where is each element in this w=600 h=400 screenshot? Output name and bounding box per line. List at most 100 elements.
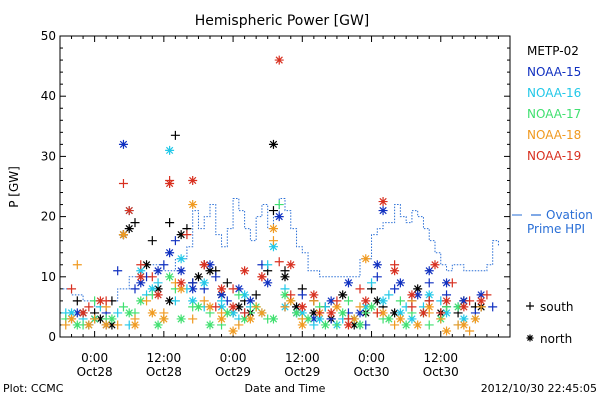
y-tick-label: 40: [41, 89, 56, 103]
north-marker: [217, 290, 227, 300]
south-marker: [130, 218, 140, 228]
south-marker: [170, 236, 180, 246]
data-markers: [61, 55, 534, 342]
north-marker: [67, 314, 77, 324]
south-marker: [297, 290, 307, 300]
south-marker: [274, 200, 284, 210]
x-tick-date-label: Oct28: [146, 365, 182, 379]
north-marker: [124, 206, 134, 216]
north-marker: [147, 284, 157, 294]
south-marker: [424, 296, 434, 306]
north-marker: [268, 314, 278, 324]
north-marker: [355, 320, 365, 330]
y-tick-label: 0: [48, 330, 56, 344]
south-marker: [170, 130, 180, 140]
south-marker: [118, 178, 128, 188]
south-marker: [309, 320, 319, 330]
north-marker: [355, 308, 365, 318]
south-marker: [136, 260, 146, 270]
north-marker: [476, 290, 486, 300]
north-marker: [459, 296, 469, 306]
south-marker: [142, 296, 152, 306]
north-marker: [303, 314, 313, 324]
north-marker: [245, 296, 255, 306]
north-marker: [378, 296, 388, 306]
north-marker: [384, 314, 394, 324]
south-marker: [199, 296, 209, 306]
south-marker: [153, 278, 163, 288]
x-tick-time-label: 12:00: [147, 351, 182, 365]
north-marker: [107, 320, 117, 330]
north-marker: [240, 314, 250, 324]
north-marker: [188, 284, 198, 294]
south-marker: [67, 284, 77, 294]
north-marker: [390, 266, 400, 276]
south-marker: [268, 236, 278, 246]
north-marker: [124, 308, 134, 318]
north-marker: [442, 326, 452, 336]
south-marker: [372, 272, 382, 282]
north-marker: [205, 260, 215, 270]
legend-entry: NOAA-15: [527, 65, 581, 79]
y-tick-label: 30: [41, 149, 56, 163]
north-marker: [309, 290, 319, 300]
north-marker: [136, 272, 146, 282]
south-marker: [240, 308, 250, 318]
north-marker: [413, 284, 423, 294]
south-marker: [165, 218, 175, 228]
legend: METP-02 NOAA-15 NOAA-16 NOAA-17 NOAA-18 NOAA-…: [512, 44, 593, 346]
y-tick-label: 10: [41, 270, 56, 284]
north-marker: [205, 320, 215, 330]
x-tick-time-label: 0:00: [81, 351, 108, 365]
north-marker: [234, 284, 244, 294]
north-marker: [274, 212, 284, 222]
marker-legend-north: north: [540, 332, 572, 346]
north-marker: [147, 308, 157, 318]
north-marker: [286, 260, 296, 270]
south-marker: [113, 308, 123, 318]
north-marker: [476, 296, 486, 306]
legend-entry: NOAA-16: [527, 86, 581, 100]
north-marker: [320, 320, 330, 330]
north-marker: [309, 314, 319, 324]
north-marker: [199, 278, 209, 288]
north-marker: [72, 320, 82, 330]
north-marker: [395, 314, 405, 324]
south-marker: [147, 272, 157, 282]
north-marker: [124, 224, 134, 234]
x-tick-date-label: Oct28: [77, 365, 113, 379]
x-tick-time-label: 0:00: [358, 351, 385, 365]
legend-entry: NOAA-19: [527, 149, 581, 163]
north-marker: [165, 145, 175, 155]
north-marker: [176, 254, 186, 264]
x-tick-date-label: Oct30: [423, 365, 459, 379]
north-marker: [153, 320, 163, 330]
north-marker: [176, 284, 186, 294]
north-marker: [401, 320, 411, 330]
south-marker: [234, 290, 244, 300]
north-marker: [165, 248, 175, 258]
north-marker: [424, 266, 434, 276]
south-marker: [84, 302, 94, 312]
x-tick-date-label: Oct29: [284, 365, 320, 379]
plot-source: Plot: CCMC: [3, 382, 64, 395]
axis-ticks: 010203040500:00Oct2812:00Oct280:00Oct291…: [41, 29, 511, 379]
north-marker: [136, 296, 146, 306]
ovation-legend-label: Ovation: [546, 208, 593, 222]
x-tick-time-label: 0:00: [220, 351, 247, 365]
north-marker: [459, 314, 469, 324]
south-marker: [488, 302, 498, 312]
south-marker: [211, 272, 221, 282]
y-tick-label: 50: [41, 29, 56, 43]
north-marker: [526, 334, 534, 342]
north-marker: [424, 290, 434, 300]
south-marker: [390, 284, 400, 294]
south-marker: [147, 236, 157, 246]
north-marker: [118, 139, 128, 149]
south-marker: [355, 302, 365, 312]
north-marker: [118, 230, 128, 240]
chart-title: Hemispheric Power [GW]: [195, 13, 370, 29]
north-marker: [176, 266, 186, 276]
x-tick-date-label: Oct30: [354, 365, 390, 379]
legend-entry: METP-02: [527, 44, 579, 58]
